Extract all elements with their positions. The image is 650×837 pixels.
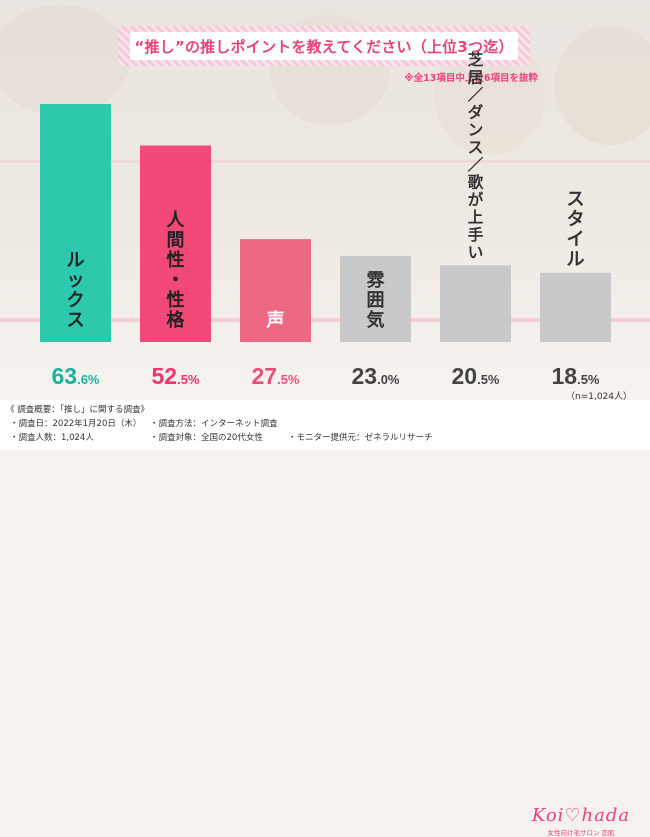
footer-provider: ・モニター提供元：ゼネラルリサーチ xyxy=(288,433,433,443)
footer-method: ・調査方法：インターネット調査 xyxy=(150,419,278,429)
koihada-logo: Koi♡hada 女性向け毛サロン 恋肌 xyxy=(526,805,636,837)
bar-looks xyxy=(40,104,111,342)
bar-personality xyxy=(140,145,211,342)
footer-count: ・調査人数：1,024人 xyxy=(10,433,94,443)
category-label-looks: ルックス xyxy=(67,250,85,331)
bar-voice xyxy=(240,239,311,342)
category-label-style: スタイル xyxy=(567,189,585,270)
value-label-atmosphere: 23.0% xyxy=(352,363,400,389)
bar-atmosphere xyxy=(340,255,411,342)
note-text: ※全13項目中上位6項目を抜粋 xyxy=(404,73,538,84)
bar-chart: ルックス 63.6% 人間性・性格 52.5% 声 27.5% 雰囲気 23.0% 芝居／ダンス… xyxy=(40,50,611,389)
logo-tagline: 女性向け毛サロン 恋肌 xyxy=(547,829,615,837)
sample-size: （n=1,024人） xyxy=(565,392,632,402)
bar-performance xyxy=(440,265,511,342)
category-label-personality: 人間性・性格 xyxy=(167,210,186,331)
value-label-performance: 20.5% xyxy=(452,363,500,389)
footer-target: ・調査対象：全国の20代女性 xyxy=(150,433,263,443)
chart-title: “推し”の推しポイントを教えてください（上位3つ迄） xyxy=(130,32,518,60)
category-label-atmosphere: 雰囲気 xyxy=(367,270,386,331)
value-label-voice: 27.5% xyxy=(252,363,300,389)
bar-style xyxy=(540,272,611,342)
value-label-personality: 52.5% xyxy=(152,363,200,389)
category-label-voice: 声 xyxy=(266,309,285,331)
footer-heading: 《 調査概要：「推し」に関する調査》 xyxy=(6,405,149,415)
footer-date: ・調査日：2022年1月20日（木） xyxy=(10,419,142,429)
survey-footer: 《 調査概要：「推し」に関する調査》 ・調査日：2022年1月20日（木） ・調… xyxy=(0,400,650,837)
value-label-looks: 63.6% xyxy=(52,363,100,389)
value-label-style: 18.5% xyxy=(552,363,600,389)
logo-wordmark: Koi♡hada xyxy=(531,805,631,826)
category-label-performance: 芝居／ダンス／歌が上手い xyxy=(468,50,484,262)
